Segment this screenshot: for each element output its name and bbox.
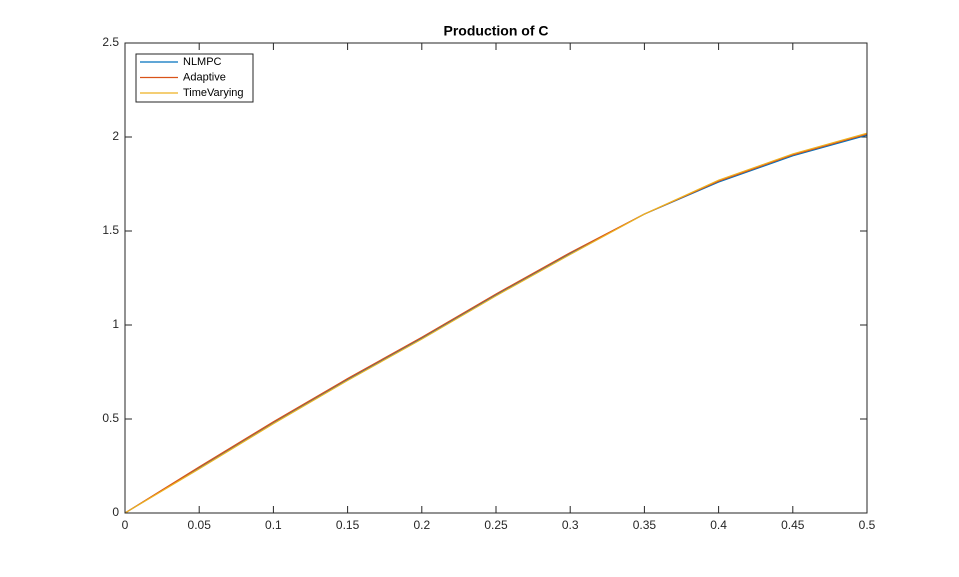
x-tick-label: 0.35 <box>633 518 657 532</box>
chart-title: Production of C <box>444 23 549 39</box>
x-tick-label: 0 <box>122 518 129 532</box>
x-tick-label: 0.25 <box>484 518 508 532</box>
legend-label: Adaptive <box>183 71 226 83</box>
x-tick-label: 0.4 <box>710 518 727 532</box>
legend: NLMPC Adaptive TimeVarying <box>135 53 254 103</box>
x-tick-label: 0.5 <box>859 518 876 532</box>
y-tick-label: 2 <box>112 129 119 143</box>
y-tick-label: 0 <box>112 505 119 519</box>
x-tick-label: 0.1 <box>265 518 282 532</box>
legend-label: TimeVarying <box>183 87 244 99</box>
x-tick-label: 0.2 <box>413 518 430 532</box>
axes-box <box>124 42 868 514</box>
y-tick-label: 0.5 <box>102 411 119 425</box>
x-tick-label: 0.3 <box>562 518 579 532</box>
x-tick-label: 0.45 <box>781 518 805 532</box>
legend-label: NLMPC <box>183 56 222 68</box>
series-line <box>124 132 868 514</box>
x-tick-label: 0.05 <box>188 518 212 532</box>
series-line <box>124 133 868 514</box>
x-tick-label: 0.15 <box>336 518 360 532</box>
y-tick-label: 2.5 <box>102 35 119 49</box>
series-line <box>124 134 868 514</box>
y-tick-label: 1 <box>112 317 119 331</box>
y-tick-label: 1.5 <box>102 223 119 237</box>
